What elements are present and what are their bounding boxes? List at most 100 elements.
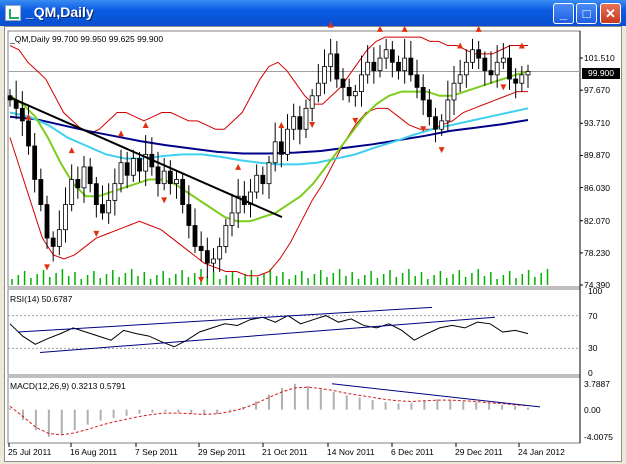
candle-body — [470, 49, 475, 63]
candle-body — [260, 174, 266, 185]
candle-body — [359, 74, 364, 92]
candle-body — [186, 204, 192, 226]
candle-body — [433, 116, 438, 130]
fractal-marker — [377, 25, 383, 32]
fractal-marker — [118, 130, 124, 137]
fractal-marker — [420, 126, 427, 133]
candle-body — [254, 174, 260, 193]
candle-body — [44, 204, 50, 239]
candle-body — [426, 99, 432, 118]
candle-body — [365, 61, 371, 76]
candle-body — [519, 74, 525, 84]
minimize-button[interactable]: _ — [553, 3, 574, 24]
candle-body — [56, 229, 62, 247]
candle-body — [93, 183, 99, 205]
fractal-marker — [518, 42, 525, 49]
candle-body — [266, 162, 272, 185]
candle-body — [488, 70, 494, 76]
candle-body — [124, 162, 130, 176]
chart-window-icon — [5, 5, 21, 21]
candle-body — [396, 61, 401, 72]
close-button[interactable]: ✕ — [600, 3, 621, 24]
price-tick-label: 82.070 — [584, 215, 610, 226]
time-axis-label: 24 Jan 2012 — [518, 447, 565, 457]
candle-body — [50, 237, 56, 247]
macd-panel-header: MACD(12,26,9) 0.3213 0.5791 — [10, 381, 126, 391]
fractal-marker — [401, 25, 408, 32]
rsi-line — [9, 315, 529, 348]
macd-signal-line — [9, 386, 529, 436]
candle-body — [223, 225, 229, 247]
rsi-tick-label: 30 — [588, 343, 598, 354]
candle-body — [494, 61, 500, 76]
candle-body — [402, 57, 408, 72]
candle-body — [389, 49, 395, 63]
candle-body — [143, 153, 149, 172]
candle-body — [211, 258, 216, 264]
candle-body — [445, 99, 451, 122]
fractal-marker — [198, 276, 205, 283]
candle-body — [26, 120, 31, 147]
candle-body — [217, 246, 223, 260]
upper-band-line — [9, 36, 528, 134]
fractal-marker — [44, 264, 50, 271]
fractal-marker — [25, 113, 32, 120]
candle-body — [500, 57, 506, 63]
candle-body — [420, 87, 426, 101]
candle-body — [371, 61, 377, 72]
candle-body — [161, 170, 167, 185]
candle-body — [451, 82, 457, 101]
candle-body — [174, 179, 179, 185]
macd-tick-label: -4.0075 — [584, 431, 613, 442]
candle-body — [346, 87, 352, 97]
fractal-marker — [500, 84, 507, 91]
main-panel-header: _QM,Daily 99.700 99.950 99.625 99.900 — [10, 34, 164, 44]
fractal-marker — [235, 163, 242, 170]
candle-body — [69, 179, 75, 205]
time-axis-label: 16 Aug 2011 — [70, 447, 118, 457]
candle-body — [334, 53, 340, 80]
candle-body — [32, 145, 38, 180]
fractal-marker — [161, 197, 168, 204]
ma-mid-line — [9, 107, 529, 166]
rsi-tick-label: 100 — [588, 286, 603, 296]
rsi-lower-trendline — [39, 316, 496, 353]
fractal-marker — [93, 230, 100, 237]
candle-body — [198, 246, 204, 252]
candle-body — [180, 179, 186, 205]
price-tick-label: 78.230 — [584, 247, 610, 258]
rsi-tick-label: 0 — [588, 368, 593, 378]
price-tick-label: 89.870 — [584, 150, 610, 161]
candle-body — [315, 82, 321, 97]
price-tick-label: 97.670 — [584, 85, 610, 96]
candle-body — [322, 66, 327, 84]
fractal-marker — [327, 21, 334, 28]
time-axis-label: 14 Nov 2011 — [327, 447, 375, 457]
candle-body — [235, 195, 241, 214]
candle-body — [457, 74, 463, 84]
candle-body — [513, 78, 519, 84]
price-tick-label: 86.030 — [584, 182, 610, 193]
candle-body — [63, 204, 68, 231]
time-axis-label: 7 Sep 2011 — [135, 447, 178, 457]
fractal-marker — [309, 122, 316, 129]
price-tick-label: 93.710 — [584, 118, 610, 129]
time-axis-label: 6 Dec 2011 — [391, 447, 434, 457]
candle-body — [130, 158, 136, 176]
time-axis-label: 21 Oct 2011 — [262, 447, 308, 457]
candle-body — [278, 141, 284, 155]
macd-trendline — [331, 383, 541, 408]
candle-body — [377, 57, 383, 72]
maximize-button[interactable]: □ — [576, 3, 597, 24]
candle-body — [204, 250, 210, 264]
candle-body — [309, 95, 315, 109]
candle-body — [352, 91, 358, 97]
candle-body — [291, 116, 297, 130]
candle-body — [137, 158, 142, 172]
candle-body — [38, 179, 44, 205]
candle-body — [19, 107, 25, 122]
candle-body — [303, 107, 309, 130]
fractal-marker — [457, 42, 464, 49]
down-trendline — [9, 96, 283, 219]
